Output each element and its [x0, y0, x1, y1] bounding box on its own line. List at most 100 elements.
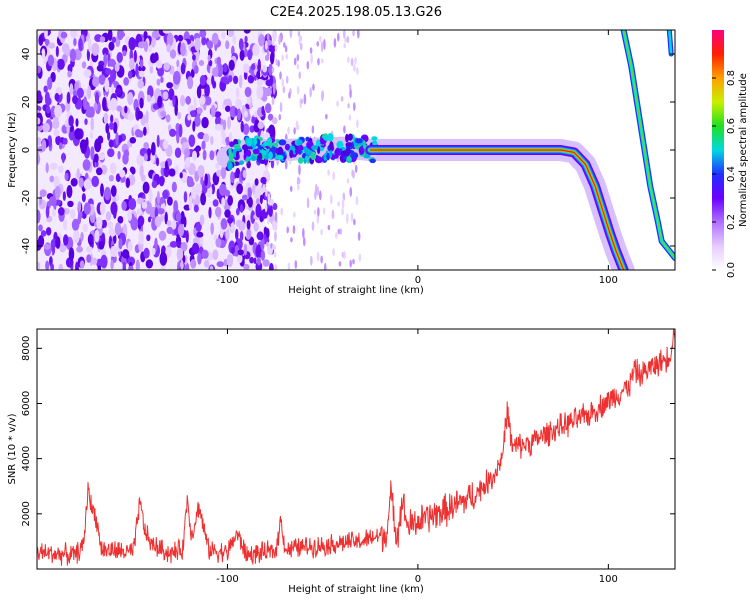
noise-blob — [117, 31, 126, 38]
noise-blob — [235, 87, 240, 99]
noise-blob — [194, 37, 201, 52]
noise-blob — [166, 43, 171, 53]
noise-sparse — [350, 212, 354, 222]
noise-blob — [234, 107, 238, 116]
noise-blob — [116, 105, 123, 112]
noise-blob — [110, 201, 118, 216]
noise-blob — [176, 130, 180, 144]
noise-blob — [241, 194, 248, 201]
spectrogram-ytick-label: -20 — [21, 190, 32, 206]
noise-blob — [233, 75, 239, 85]
noise-sparse — [349, 186, 353, 197]
noise-blob — [37, 93, 43, 104]
noise-blob — [74, 81, 80, 92]
noise-blob — [37, 117, 41, 125]
noise-blob — [268, 124, 276, 138]
noise-blob — [166, 32, 174, 47]
colorbar-tick-label: 0.6 — [726, 118, 737, 134]
spectrogram-panel: -100 0 100 -40 -20 0 20 40 Height of straight l… — [7, 29, 676, 296]
noise-blob — [151, 141, 156, 156]
noise-blob — [221, 131, 226, 140]
noise-sparse — [346, 213, 349, 224]
colorbar-tick-label: 0.0 — [726, 262, 737, 278]
noise-blob — [227, 195, 234, 206]
noise-blob — [254, 185, 261, 199]
noise-blob — [103, 186, 112, 201]
noise-blob — [180, 62, 186, 75]
signal-blob — [371, 136, 378, 141]
noise-blob — [177, 224, 185, 237]
noise-blob — [227, 116, 231, 130]
noise-blob — [215, 64, 219, 78]
noise-blob — [204, 173, 208, 187]
noise-blob — [177, 111, 182, 120]
noise-blob — [228, 131, 233, 143]
noise-blob — [190, 68, 195, 78]
noise-blob — [160, 76, 164, 84]
noise-blob — [169, 49, 177, 59]
noise-sparse — [273, 251, 277, 258]
signal-blob — [305, 155, 309, 161]
noise-blob — [222, 119, 227, 131]
noise-blob — [260, 249, 266, 261]
noise-blob — [191, 242, 200, 254]
noise-blob — [107, 100, 113, 111]
noise-blob — [183, 191, 188, 203]
noise-blob — [224, 209, 231, 218]
noise-sparse — [278, 35, 281, 46]
noise-blob — [124, 105, 128, 114]
spectrogram-ticks: -100 0 100 -40 -20 0 20 40 — [21, 30, 675, 286]
noise-blob — [226, 253, 234, 268]
noise-blob — [44, 30, 48, 40]
noise-blob — [79, 260, 85, 269]
noise-blob — [136, 197, 144, 205]
noise-blob — [237, 249, 245, 256]
noise-sparse — [271, 96, 275, 106]
signal-blob — [270, 146, 277, 153]
noise-blob — [127, 256, 136, 266]
noise-sparse — [353, 63, 356, 72]
noise-blob — [122, 50, 127, 57]
noise-sparse — [284, 159, 288, 170]
noise-blob — [48, 196, 57, 207]
spectrogram-ytick-label: -40 — [21, 238, 32, 254]
noise-blob — [96, 64, 104, 72]
noise-sparse — [285, 53, 289, 60]
noise-blob — [85, 108, 94, 118]
noise-blob — [134, 128, 142, 138]
noise-blob — [41, 139, 47, 152]
noise-blob — [43, 85, 48, 93]
noise-blob — [83, 69, 92, 78]
noise-blob — [268, 262, 274, 270]
noise-blob — [256, 78, 264, 87]
noise-blob — [259, 194, 263, 205]
noise-sparse — [303, 93, 307, 105]
noise-blob — [165, 246, 172, 259]
noise-blob — [133, 49, 137, 63]
noise-blob — [209, 265, 214, 270]
noise-blob — [199, 214, 205, 226]
noise-blob — [167, 196, 173, 206]
noise-blob — [198, 95, 206, 106]
noise-sparse — [343, 42, 347, 49]
signal-blob — [329, 149, 333, 158]
noise-sparse — [356, 119, 359, 129]
noise-sparse — [297, 183, 300, 191]
noise-blob — [193, 97, 197, 111]
noise-blob — [80, 231, 84, 242]
spectrogram-xtick-label: 100 — [599, 275, 618, 286]
noise-blob — [145, 200, 152, 214]
noise-blob — [90, 116, 94, 131]
noise-sparse — [280, 207, 283, 216]
noise-blob — [246, 228, 252, 240]
noise-blob — [117, 150, 121, 160]
noise-blob — [243, 30, 251, 34]
noise-blob — [263, 226, 268, 235]
noise-blob — [104, 78, 110, 93]
noise-sparse — [357, 231, 361, 242]
noise-blob — [156, 207, 165, 215]
noise-blob — [215, 237, 222, 248]
noise-sparse — [264, 203, 268, 213]
noise-blob — [261, 94, 268, 102]
